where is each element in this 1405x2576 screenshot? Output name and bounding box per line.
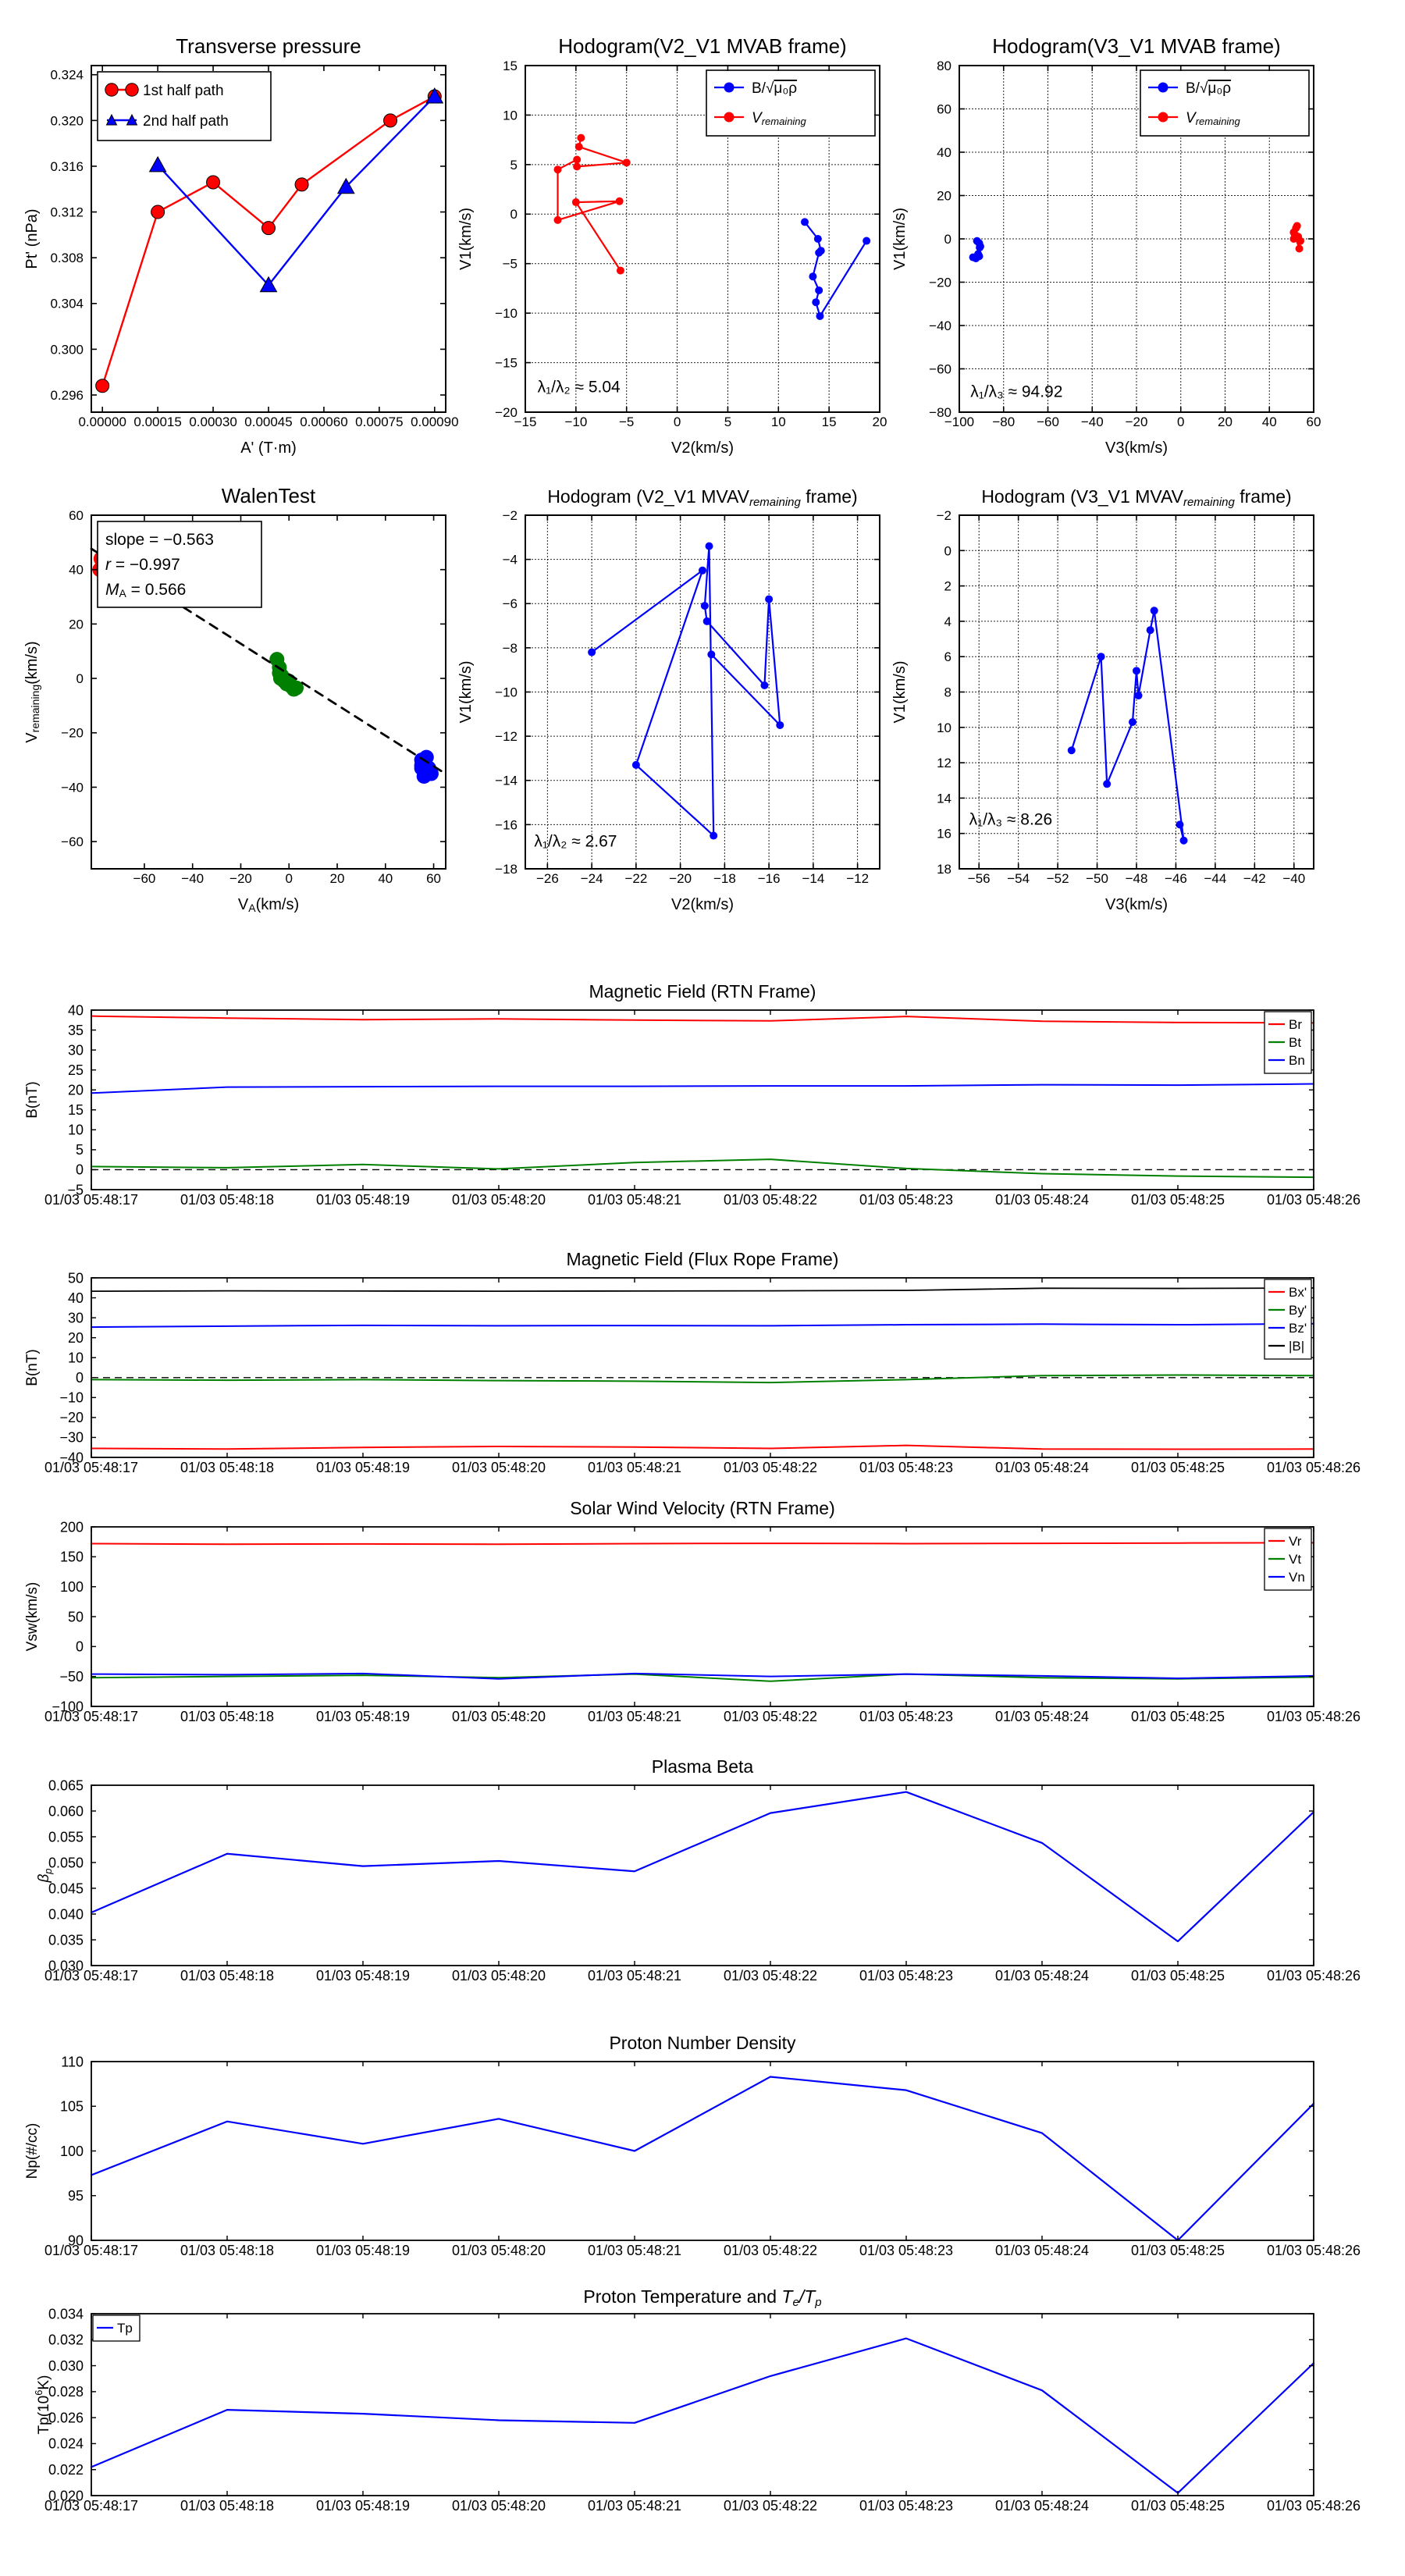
- svg-text:Tp(106K): Tp(106K): [33, 2375, 52, 2435]
- svg-text:Proton Temperature and Te/Tp: Proton Temperature and Te/Tp: [583, 2286, 821, 2309]
- svg-text:βp: βp: [36, 1868, 54, 1883]
